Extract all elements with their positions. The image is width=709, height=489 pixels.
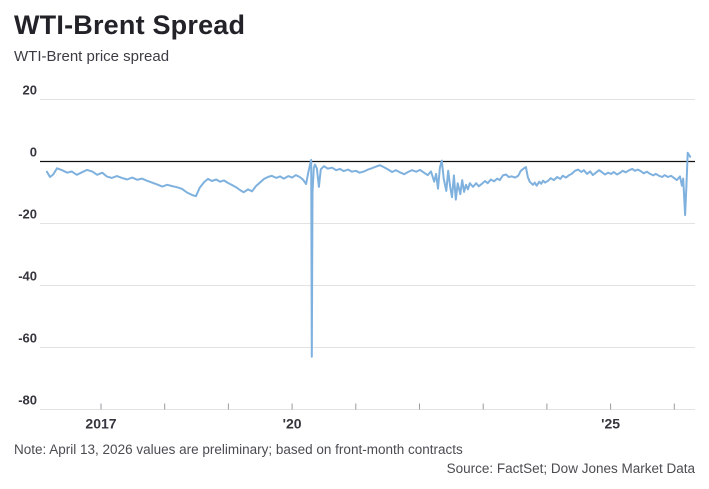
y-tick-label: -20 [18, 207, 37, 222]
y-tick-label: 0 [30, 145, 37, 160]
spread-series-line [45, 151, 692, 358]
x-tick-label: 2017 [85, 416, 116, 432]
x-tick-label: '20 [283, 416, 302, 432]
note-text: Note: April 13, 2026 values are prelimin… [14, 442, 463, 457]
x-tick-label: '25 [601, 416, 620, 432]
source-text: Source: FactSet; Dow Jones Market Data [446, 461, 695, 476]
y-tick-label: -60 [18, 331, 37, 346]
y-tick-label: -80 [18, 393, 37, 408]
chart-title: WTI-Brent Spread [14, 10, 246, 40]
y-tick-label: 20 [23, 83, 37, 98]
chart-subtitle: WTI-Brent price spread [14, 48, 170, 65]
y-tick-label: -40 [18, 269, 37, 284]
